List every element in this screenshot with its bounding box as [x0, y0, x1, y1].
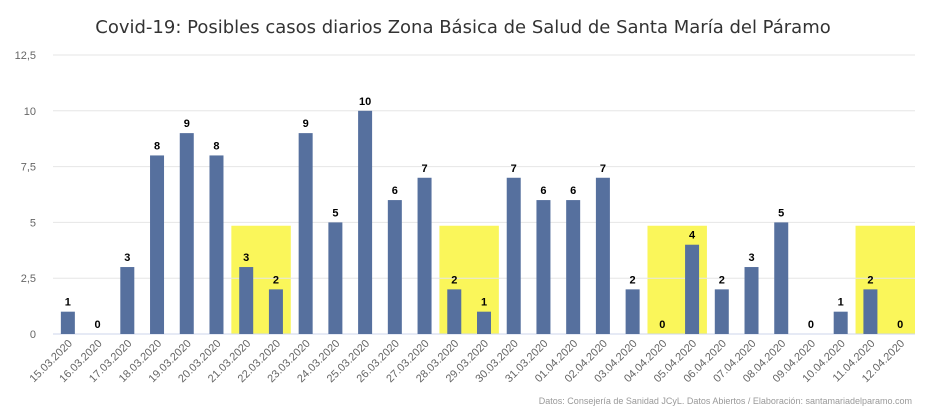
- data-label-05.04.2020: 4: [689, 230, 696, 242]
- bar-10.04.2020: [833, 311, 848, 334]
- data-label-06.04.2020: 2: [719, 274, 725, 286]
- bar-06.04.2020: [714, 289, 729, 334]
- x-axis-ticks: 15.03.202016.03.202017.03.202018.03.2020…: [28, 338, 908, 385]
- y-tick-label-2: 5: [30, 217, 36, 229]
- data-label-24.03.2020: 5: [332, 207, 338, 219]
- chart-title: Covid-19: Posibles casos diarios Zona Bá…: [95, 17, 830, 38]
- bar-17.03.2020: [120, 267, 135, 334]
- bar-08.04.2020: [774, 222, 789, 334]
- data-label-22.03.2020: 2: [273, 274, 279, 286]
- data-label-10.04.2020: 1: [838, 297, 844, 309]
- data-label-28.03.2020: 2: [451, 274, 457, 286]
- y-tick-label-0: 0: [30, 329, 36, 341]
- data-label-21.03.2020: 3: [243, 252, 249, 264]
- bar-23.03.2020: [298, 133, 313, 334]
- bar-03.04.2020: [625, 289, 640, 334]
- bar-26.03.2020: [387, 200, 402, 334]
- bar-07.04.2020: [744, 267, 759, 334]
- data-label-18.03.2020: 8: [154, 140, 160, 152]
- data-label-07.04.2020: 3: [748, 252, 754, 264]
- data-label-16.03.2020: 0: [95, 319, 101, 331]
- data-label-26.03.2020: 6: [392, 185, 398, 197]
- data-label-25.03.2020: 10: [359, 96, 371, 108]
- bar-11.04.2020: [863, 289, 878, 334]
- bar-29.03.2020: [477, 311, 491, 334]
- bar-01.04.2020: [566, 200, 581, 334]
- bar-31.03.2020: [536, 200, 551, 334]
- bar-25.03.2020: [358, 110, 373, 334]
- data-label-20.03.2020: 8: [213, 140, 219, 152]
- bars: [60, 110, 878, 334]
- bar-15.03.2020: [60, 311, 75, 334]
- bar-24.03.2020: [328, 222, 343, 334]
- data-label-30.03.2020: 7: [511, 163, 517, 175]
- data-label-09.04.2020: 0: [808, 319, 814, 331]
- y-tick-label-5: 12,5: [15, 50, 36, 62]
- bar-27.03.2020: [417, 177, 432, 334]
- y-axis-ticks: 0 2,5 5 7,5 10 12,5: [15, 50, 36, 341]
- data-label-01.04.2020: 6: [570, 185, 576, 197]
- bar-30.03.2020: [506, 177, 521, 334]
- bar-05.04.2020: [685, 244, 700, 334]
- bar-19.03.2020: [179, 133, 194, 334]
- data-label-02.04.2020: 7: [600, 163, 606, 175]
- data-label-23.03.2020: 9: [303, 118, 309, 130]
- data-label-12.04.2020: 0: [897, 319, 903, 331]
- bar-18.03.2020: [150, 155, 165, 334]
- y-tick-label-4: 10: [24, 106, 36, 118]
- y-tick-label-1: 2,5: [21, 273, 36, 285]
- data-label-11.04.2020: 2: [867, 274, 873, 286]
- data-label-19.03.2020: 9: [184, 118, 190, 130]
- data-label-29.03.2020: 1: [481, 297, 487, 309]
- data-label-27.03.2020: 7: [421, 163, 427, 175]
- data-label-03.04.2020: 2: [630, 274, 636, 286]
- data-label-04.04.2020: 0: [659, 319, 665, 331]
- data-label-15.03.2020: 1: [65, 297, 71, 309]
- data-label-08.04.2020: 5: [778, 207, 784, 219]
- data-label-31.03.2020: 6: [540, 185, 546, 197]
- y-tick-label-3: 7,5: [21, 162, 36, 174]
- bar-21.03.2020: [239, 267, 254, 334]
- bar-20.03.2020: [209, 155, 224, 334]
- data-label-17.03.2020: 3: [124, 252, 130, 264]
- chart-credits[interactable]: Datos: Consejería de Sanidad JCyL. Datos…: [539, 396, 912, 406]
- bar-28.03.2020: [447, 289, 462, 334]
- bar-22.03.2020: [268, 289, 283, 334]
- bar-02.04.2020: [595, 177, 610, 334]
